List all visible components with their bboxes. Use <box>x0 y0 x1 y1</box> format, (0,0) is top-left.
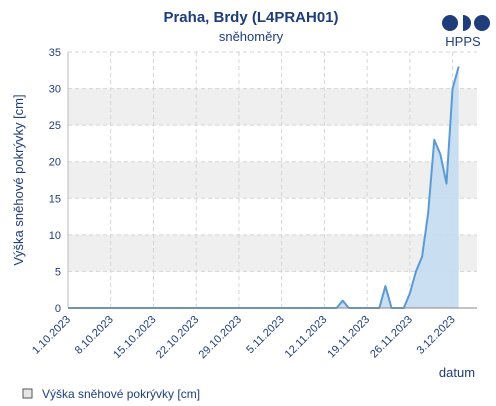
x-tick-label: 22.10.2023 <box>154 314 201 361</box>
logo-half-circle <box>463 15 471 31</box>
logo-label: HPPS <box>445 34 481 49</box>
x-tick-label: 3.12.2023 <box>415 314 458 357</box>
x-tick-label: 15.10.2023 <box>111 314 158 361</box>
logo-circle-left <box>442 15 458 31</box>
x-tick-label: 29.10.2023 <box>197 314 244 361</box>
y-tick-label: 0 <box>55 303 61 315</box>
y-tick-label: 5 <box>55 266 61 278</box>
legend-label: Výška sněhové pokrývky [cm] <box>42 387 200 401</box>
plot-band <box>68 88 477 126</box>
y-tick-label: 35 <box>49 47 61 59</box>
plot-bands <box>68 88 477 272</box>
x-tick-labels: 1.10.2023 8.10.202315.10.202322.10.202329… <box>30 314 458 361</box>
x-tick-label: 1.10.2023 <box>30 314 73 357</box>
legend-swatch <box>22 388 33 399</box>
chart-subtitle: sněhoměry <box>219 29 284 44</box>
chart-title: Praha, Brdy (L4PRAH01) <box>163 9 338 26</box>
y-tick-label: 20 <box>49 157 61 169</box>
y-axis-label: Výška sněhové pokrývky [cm] <box>11 94 26 265</box>
plot-band <box>68 161 477 199</box>
y-tick-label: 15 <box>49 193 61 205</box>
series-line <box>68 66 460 309</box>
y-tick-label: 10 <box>49 230 61 242</box>
x-axis-label: datum <box>439 365 475 380</box>
x-tick-label: 5.11.2023 <box>244 314 287 357</box>
x-tick-label: 12.11.2023 <box>283 314 330 361</box>
legend[interactable]: Výška sněhové pokrývky [cm] <box>22 387 200 401</box>
series-area <box>68 66 459 308</box>
x-tick-label: 19.11.2023 <box>325 314 372 361</box>
plot-grid <box>67 51 477 308</box>
plot-axes <box>67 52 477 309</box>
series-layer <box>68 66 460 309</box>
logo-circle-right <box>474 15 490 31</box>
hpps-logo-icon <box>442 15 490 31</box>
y-tick-label: 25 <box>49 120 61 132</box>
x-tick-label: 26.11.2023 <box>368 314 415 361</box>
plot-band <box>68 234 477 272</box>
y-tick-labels: 0 5 10 15 20 25 30 35 <box>49 47 61 315</box>
y-tick-label: 30 <box>49 84 61 96</box>
x-tick-label: 8.10.2023 <box>73 314 116 357</box>
